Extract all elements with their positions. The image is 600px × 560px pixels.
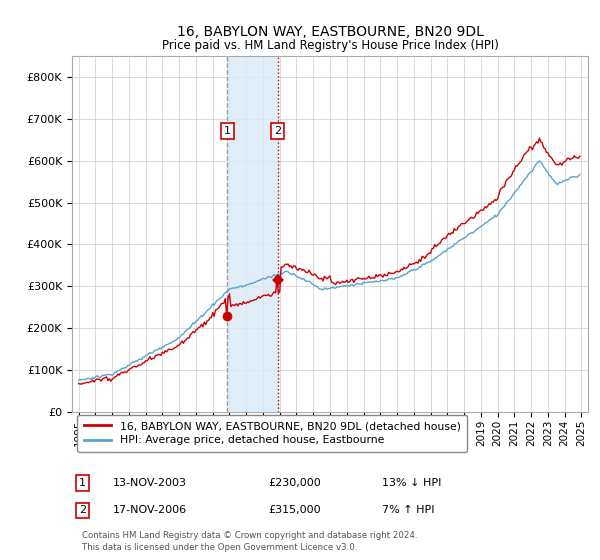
Text: Price paid vs. HM Land Registry's House Price Index (HPI): Price paid vs. HM Land Registry's House … — [161, 39, 499, 52]
Text: 1: 1 — [224, 126, 231, 136]
Text: 7% ↑ HPI: 7% ↑ HPI — [382, 506, 434, 515]
Text: This data is licensed under the Open Government Licence v3.0.: This data is licensed under the Open Gov… — [82, 543, 358, 552]
Text: Contains HM Land Registry data © Crown copyright and database right 2024.: Contains HM Land Registry data © Crown c… — [82, 531, 418, 540]
Text: 2: 2 — [79, 506, 86, 515]
Text: 13% ↓ HPI: 13% ↓ HPI — [382, 478, 441, 488]
Legend: 16, BABYLON WAY, EASTBOURNE, BN20 9DL (detached house), HPI: Average price, deta: 16, BABYLON WAY, EASTBOURNE, BN20 9DL (d… — [77, 414, 467, 452]
Text: 17-NOV-2006: 17-NOV-2006 — [113, 506, 187, 515]
Text: 13-NOV-2003: 13-NOV-2003 — [113, 478, 187, 488]
Text: £315,000: £315,000 — [268, 506, 321, 515]
Text: 2: 2 — [274, 126, 281, 136]
Text: £230,000: £230,000 — [268, 478, 321, 488]
Text: 16, BABYLON WAY, EASTBOURNE, BN20 9DL: 16, BABYLON WAY, EASTBOURNE, BN20 9DL — [176, 25, 484, 39]
Text: 1: 1 — [79, 478, 86, 488]
